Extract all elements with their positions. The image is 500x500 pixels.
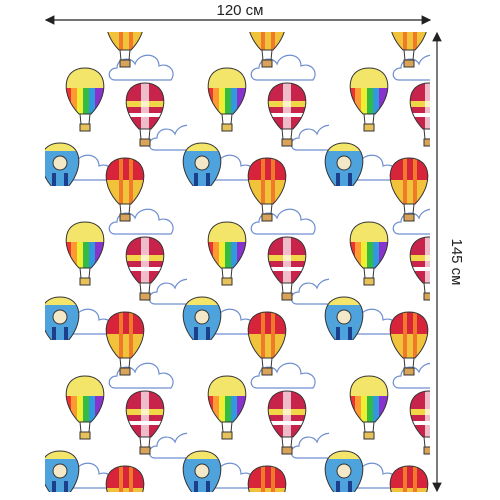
- height-label: 145 см: [448, 238, 465, 285]
- width-label: 120 см: [216, 2, 263, 19]
- fabric: [45, 32, 430, 492]
